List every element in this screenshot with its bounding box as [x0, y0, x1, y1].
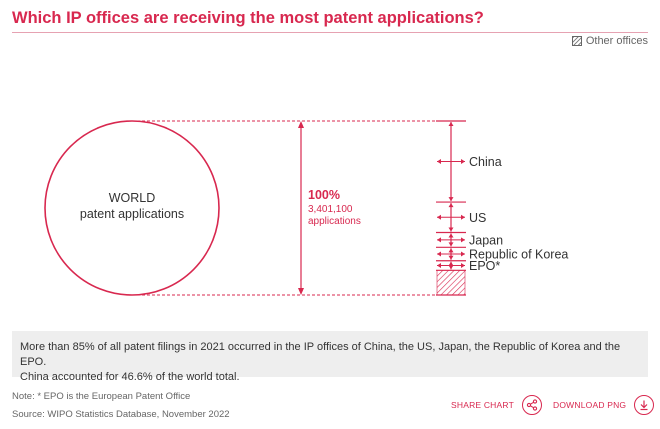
summary-box: More than 85% of all patent filings in 2…	[12, 331, 648, 383]
legend-other-offices-label: Other offices	[585, 35, 648, 47]
chart-title: Which IP offices are receiving the most …	[12, 9, 484, 27]
total-arrow-up	[298, 121, 304, 128]
segment-marker-right-us	[461, 214, 465, 220]
legend-other-offices: Other offices	[571, 35, 648, 47]
segment-marker-left-epo	[437, 263, 441, 269]
segment-label-epo: EPO*	[469, 259, 500, 273]
summary-line-2: China accounted for 46.6% of the world t…	[20, 371, 240, 383]
share-chart-label: SHARE CHART	[451, 400, 514, 410]
download-png-button[interactable]: DOWNLOAD PNG	[553, 395, 655, 415]
segment-arrow-top-china	[448, 122, 454, 126]
footnote: Note: * EPO is the European Patent Offic…	[12, 391, 191, 402]
segment-arrow-bottom-republic-of-korea	[448, 255, 454, 260]
segment-label-china: China	[469, 155, 502, 169]
share-icon	[521, 395, 542, 415]
segment-arrow-top-epo	[448, 261, 454, 266]
segment-arrow-top-japan	[448, 233, 454, 238]
total-arrow-down	[298, 288, 304, 295]
summary-line-1: More than 85% of all patent filings in 2…	[20, 341, 621, 368]
segment-arrow-bottom-epo	[448, 265, 454, 270]
segment-arrow-top-us	[448, 203, 454, 208]
segment-label-us: US	[469, 211, 486, 225]
segment-marker-right-epo	[461, 263, 465, 269]
download-png-label: DOWNLOAD PNG	[553, 400, 627, 410]
share-chart-button[interactable]: SHARE CHART	[451, 395, 542, 415]
total-percent-label: 100%	[308, 188, 340, 202]
segment-marker-left-japan	[437, 237, 441, 243]
segment-marker-right-japan	[461, 237, 465, 243]
world-label-line1: WORLD	[109, 191, 156, 205]
segment-marker-right-china	[461, 159, 465, 165]
total-unit-label: applications	[308, 216, 361, 227]
total-count-label: 3,401,100	[308, 204, 353, 215]
title-divider	[12, 32, 648, 33]
segment-arrow-bottom-china	[448, 197, 454, 202]
segment-arrow-top-republic-of-korea	[448, 248, 454, 253]
segment-label-republic-of-korea: Republic of Korea	[469, 248, 568, 262]
segment-marker-left-us	[437, 214, 441, 220]
segment-hatch-other-offices	[436, 269, 466, 296]
segment-marker-left-republic-of-korea	[437, 251, 441, 257]
segment-marker-left-china	[437, 159, 441, 165]
segment-arrow-bottom-us	[448, 227, 454, 232]
segment-label-japan: Japan	[469, 233, 503, 247]
source-note: Source: WIPO Statistics Database, Novemb…	[12, 409, 230, 420]
chart-area: WORLD patent applications 100% 3,401,100…	[44, 120, 568, 296]
hatch-swatch-icon	[571, 36, 582, 46]
world-label-line2: patent applications	[80, 207, 184, 221]
segment-marker-right-republic-of-korea	[461, 251, 465, 257]
segment-arrow-bottom-japan	[448, 242, 454, 247]
download-icon	[634, 395, 655, 415]
